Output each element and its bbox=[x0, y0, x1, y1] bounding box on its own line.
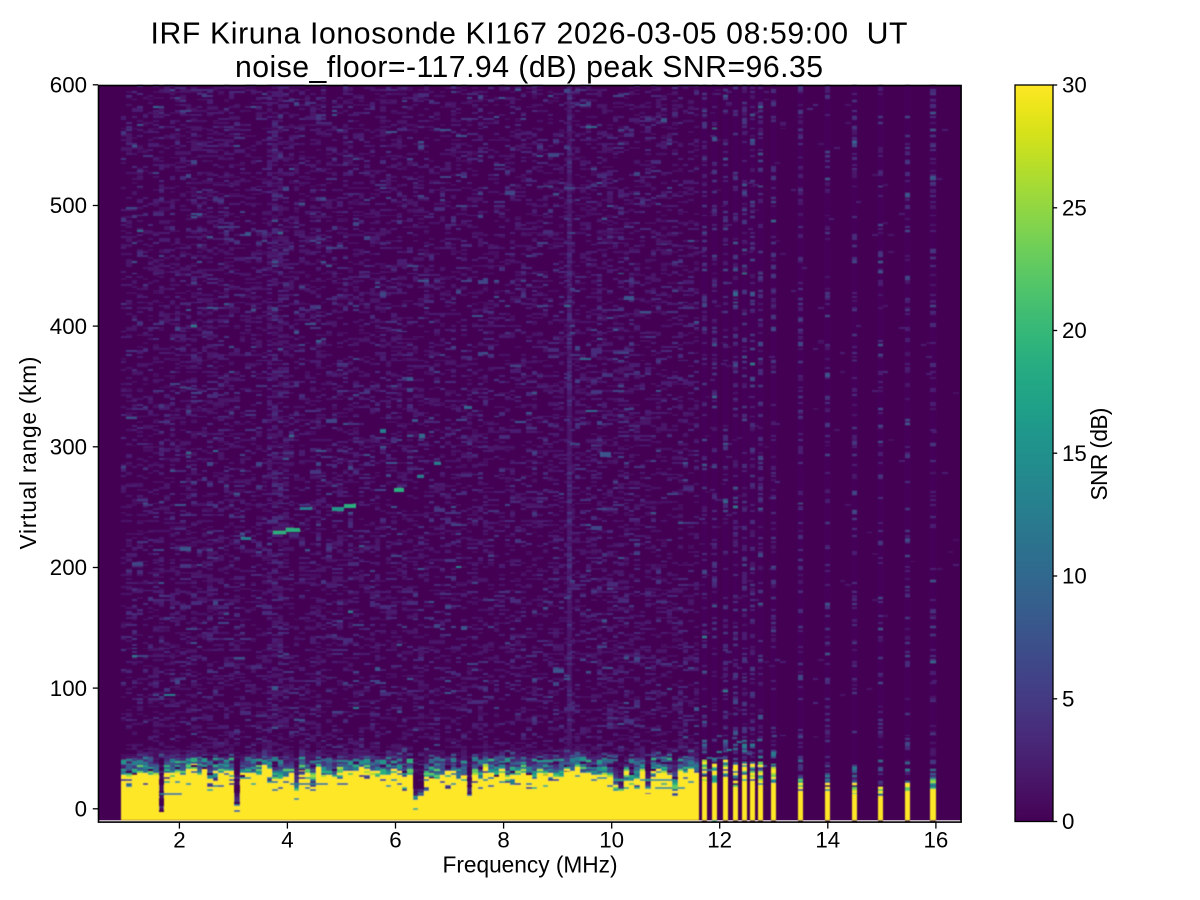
svg-text:0: 0 bbox=[75, 797, 87, 822]
svg-text:16: 16 bbox=[923, 828, 948, 853]
svg-text:noise_floor=-117.94 (dB) peak: noise_floor=-117.94 (dB) peak SNR=96.35 bbox=[235, 51, 823, 84]
svg-text:10: 10 bbox=[599, 828, 624, 853]
svg-text:14: 14 bbox=[815, 828, 840, 853]
svg-text:Frequency (MHz): Frequency (MHz) bbox=[443, 852, 618, 878]
svg-text:100: 100 bbox=[50, 676, 87, 701]
svg-text:8: 8 bbox=[497, 828, 509, 853]
svg-text:20: 20 bbox=[1062, 318, 1087, 343]
svg-text:600: 600 bbox=[50, 73, 87, 98]
svg-text:2: 2 bbox=[173, 828, 185, 853]
svg-text:6: 6 bbox=[389, 828, 401, 853]
svg-text:IRF Kiruna Ionosonde KI167 202: IRF Kiruna Ionosonde KI167 2026-03-05 08… bbox=[151, 18, 908, 51]
svg-text:Virtual range (km): Virtual range (km) bbox=[15, 357, 41, 550]
svg-text:10: 10 bbox=[1062, 564, 1087, 589]
svg-text:12: 12 bbox=[707, 828, 732, 853]
svg-text:SNR (dB): SNR (dB) bbox=[1086, 408, 1112, 501]
svg-text:15: 15 bbox=[1062, 441, 1087, 466]
svg-text:200: 200 bbox=[50, 555, 87, 580]
svg-text:300: 300 bbox=[50, 435, 87, 460]
svg-text:0: 0 bbox=[1062, 809, 1074, 834]
svg-text:5: 5 bbox=[1062, 687, 1074, 712]
svg-text:4: 4 bbox=[281, 828, 293, 853]
svg-text:30: 30 bbox=[1062, 73, 1087, 98]
svg-text:400: 400 bbox=[50, 314, 87, 339]
svg-text:500: 500 bbox=[50, 193, 87, 218]
svg-text:25: 25 bbox=[1062, 195, 1087, 220]
